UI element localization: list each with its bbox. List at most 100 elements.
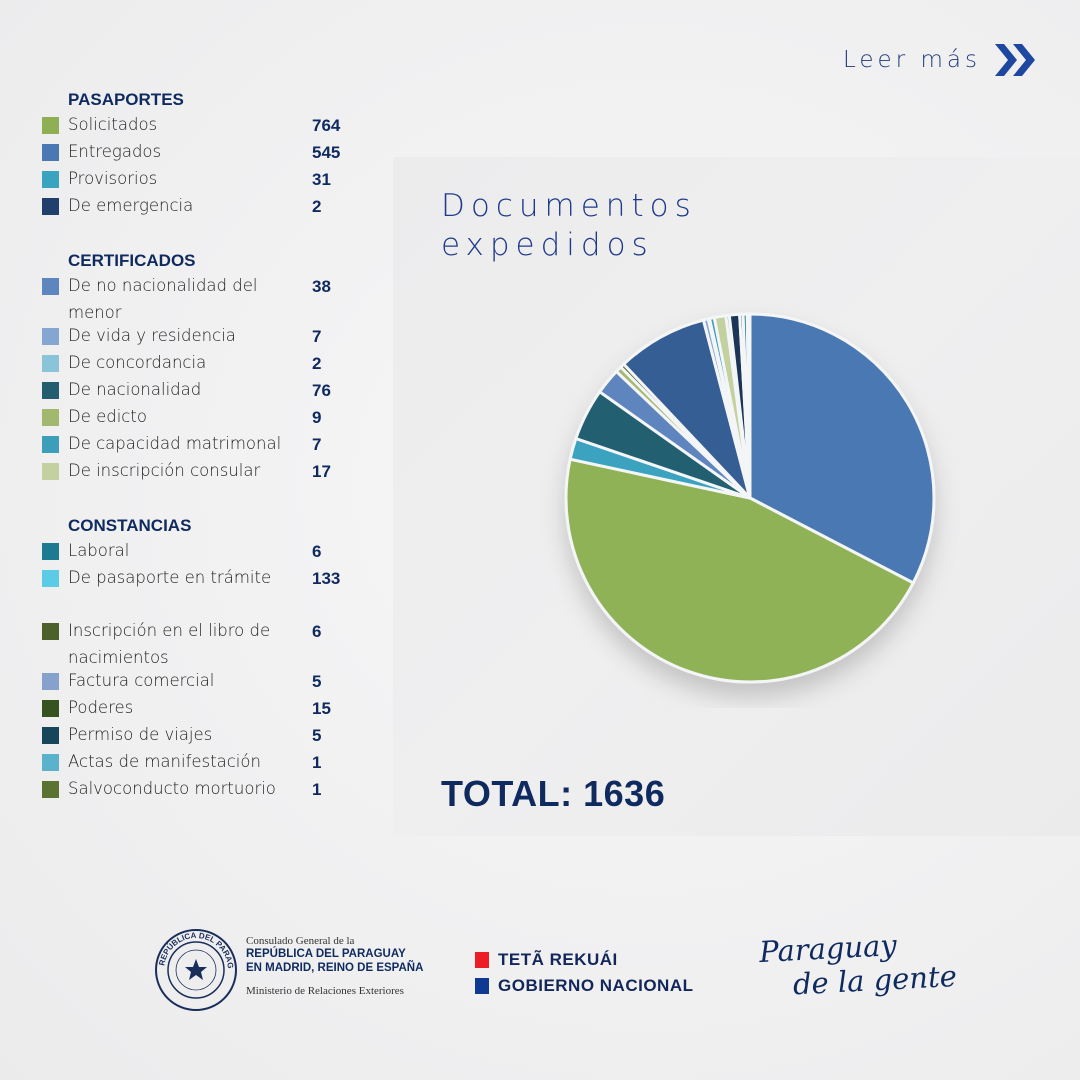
legend-value: 2	[312, 354, 322, 373]
legend-item: De pasaporte en trámite 133	[42, 568, 362, 595]
legend-label: Entregados	[68, 142, 162, 161]
legend-value: 15	[312, 699, 331, 718]
legend-heading-certificados: CERTIFICADOS	[68, 251, 196, 270]
legend-swatch	[42, 117, 59, 134]
red-square-icon	[475, 952, 489, 968]
consulado-line2: REPÚBLICA DEL PARAGUAY	[246, 948, 406, 960]
legend-item: Factura comercial 5	[42, 671, 362, 698]
slogan-line2: de la gente	[792, 958, 958, 1002]
legend-label: De capacidad matrimonal	[68, 434, 282, 453]
legend-swatch	[42, 623, 59, 640]
blue-square-icon	[475, 978, 489, 994]
legend-value: 545	[312, 143, 341, 162]
legend-value: 7	[312, 435, 322, 454]
legend-item: De inscripción consular 17	[42, 461, 362, 488]
pie-slice	[747, 312, 752, 499]
legend-value: 764	[312, 116, 341, 135]
legend-item: Provisorios 31	[42, 169, 362, 196]
legend-swatch	[42, 198, 59, 215]
legend-value: 7	[312, 327, 322, 346]
legend-swatch	[42, 382, 59, 399]
legend-label: De nacionalidad	[68, 380, 202, 399]
ministerio-text: Ministerio de Relaciones Exteriores	[246, 985, 404, 997]
legend-group-pasaportes: Solicitados 764 Entregados 545 Provisorios 31…	[42, 115, 362, 223]
legend-label: Actas de manifestación	[68, 752, 261, 771]
legend-item: Poderes 15	[42, 698, 362, 725]
legend-value: 2	[312, 197, 322, 216]
legend-value: 1	[312, 780, 322, 799]
legend-item: De nacionalidad 76	[42, 380, 362, 407]
chart-title-line2: expedidos	[441, 227, 654, 263]
legend-swatch	[42, 781, 59, 798]
legend-swatch	[42, 171, 59, 188]
legend-label: De no nacionalidad del menor	[68, 276, 258, 322]
national-seal-icon: REPÚBLICA DEL PARAGUAY	[154, 928, 237, 1011]
legend-label: De edicto	[68, 407, 147, 426]
legend-swatch	[42, 355, 59, 372]
pie-slice	[748, 312, 936, 585]
legend-swatch	[42, 727, 59, 744]
legend-item: De emergencia 2	[42, 196, 362, 223]
legend-swatch	[42, 278, 59, 295]
legend-item: Solicitados 764	[42, 115, 362, 142]
read-more-link[interactable]: Leer más	[843, 42, 1037, 78]
legend-value: 9	[312, 408, 322, 427]
legend-value: 1	[312, 753, 322, 772]
legend-swatch	[42, 543, 59, 560]
consulado-text: Consulado General de la REPÚBLICA DEL PA…	[246, 935, 423, 997]
read-more-label: Leer más	[843, 47, 981, 73]
legend-item: De vida y residencia 7	[42, 326, 362, 353]
legend-value: 17	[312, 462, 331, 481]
chart-title-line1: Documentos	[441, 188, 697, 224]
legend-label: De pasaporte en trámite	[68, 568, 272, 587]
legend-item: Permiso de viajes 5	[42, 725, 362, 752]
legend-value: 6	[312, 542, 322, 561]
total-label: TOTAL: 1636	[441, 773, 666, 814]
legend-value: 5	[312, 672, 322, 691]
legend-swatch	[42, 409, 59, 426]
consulado-line3: EN MADRID, REINO DE ESPAÑA	[246, 962, 424, 974]
slogan-logo: Paraguay de la gente	[758, 925, 957, 1003]
legend-label: Permiso de viajes	[68, 725, 213, 744]
legend-label: De vida y residencia	[68, 326, 236, 345]
legend-item: Entregados 545	[42, 142, 362, 169]
legend-label: Laboral	[68, 541, 130, 560]
pie-chart	[564, 312, 936, 684]
legend-label: Inscripción en el libro de nacimientos	[68, 621, 271, 667]
legend-swatch	[42, 144, 59, 161]
legend-label: De emergencia	[68, 196, 194, 215]
legend-label: De concordancia	[68, 353, 207, 372]
legend-label: Poderes	[68, 698, 134, 717]
legend-item: De edicto 9	[42, 407, 362, 434]
legend-value: 76	[312, 381, 331, 400]
legend-value: 5	[312, 726, 322, 745]
double-chevron-right-icon	[994, 44, 1035, 76]
legend: PASAPORTES Solicitados 764 Entregados 545 Pr…	[42, 88, 362, 806]
legend-swatch	[42, 673, 59, 690]
legend-label: Provisorios	[68, 169, 158, 188]
footer: REPÚBLICA DEL PARAGUAY Consulado General…	[0, 928, 1080, 1028]
legend-group-otros: Inscripción en el libro de nacimientos 6 F…	[42, 621, 362, 806]
legend-item: Laboral 6	[42, 541, 362, 568]
chart-title: Documentos expedidos	[441, 187, 697, 265]
legend-group-certificados: De no nacionalidad del menor 38 De vida y …	[42, 276, 362, 488]
legend-label: Salvoconducto mortuorio	[68, 779, 276, 798]
legend-label: De inscripción consular	[68, 461, 261, 480]
legend-swatch	[42, 328, 59, 345]
legend-item: De concordancia 2	[42, 353, 362, 380]
legend-swatch	[42, 436, 59, 453]
legend-item: Salvoconducto mortuorio 1	[42, 779, 362, 806]
legend-value: 31	[312, 170, 331, 189]
legend-swatch	[42, 570, 59, 587]
teta-rekuai-text: TETÃ REKUÁI	[498, 950, 618, 969]
legend-item: Actas de manifestación 1	[42, 752, 362, 779]
legend-swatch	[42, 700, 59, 717]
legend-heading-constancias: CONSTANCIAS	[68, 516, 192, 535]
legend-value: 6	[312, 622, 322, 641]
legend-value: 133	[312, 569, 341, 588]
pie-slice	[621, 318, 752, 500]
pie-slice	[564, 457, 916, 684]
legend-group-constancias: Laboral 6 De pasaporte en trámite 133	[42, 541, 362, 595]
legend-item: De no nacionalidad del menor 38	[42, 276, 362, 326]
legend-item: De capacidad matrimonal 7	[42, 434, 362, 461]
